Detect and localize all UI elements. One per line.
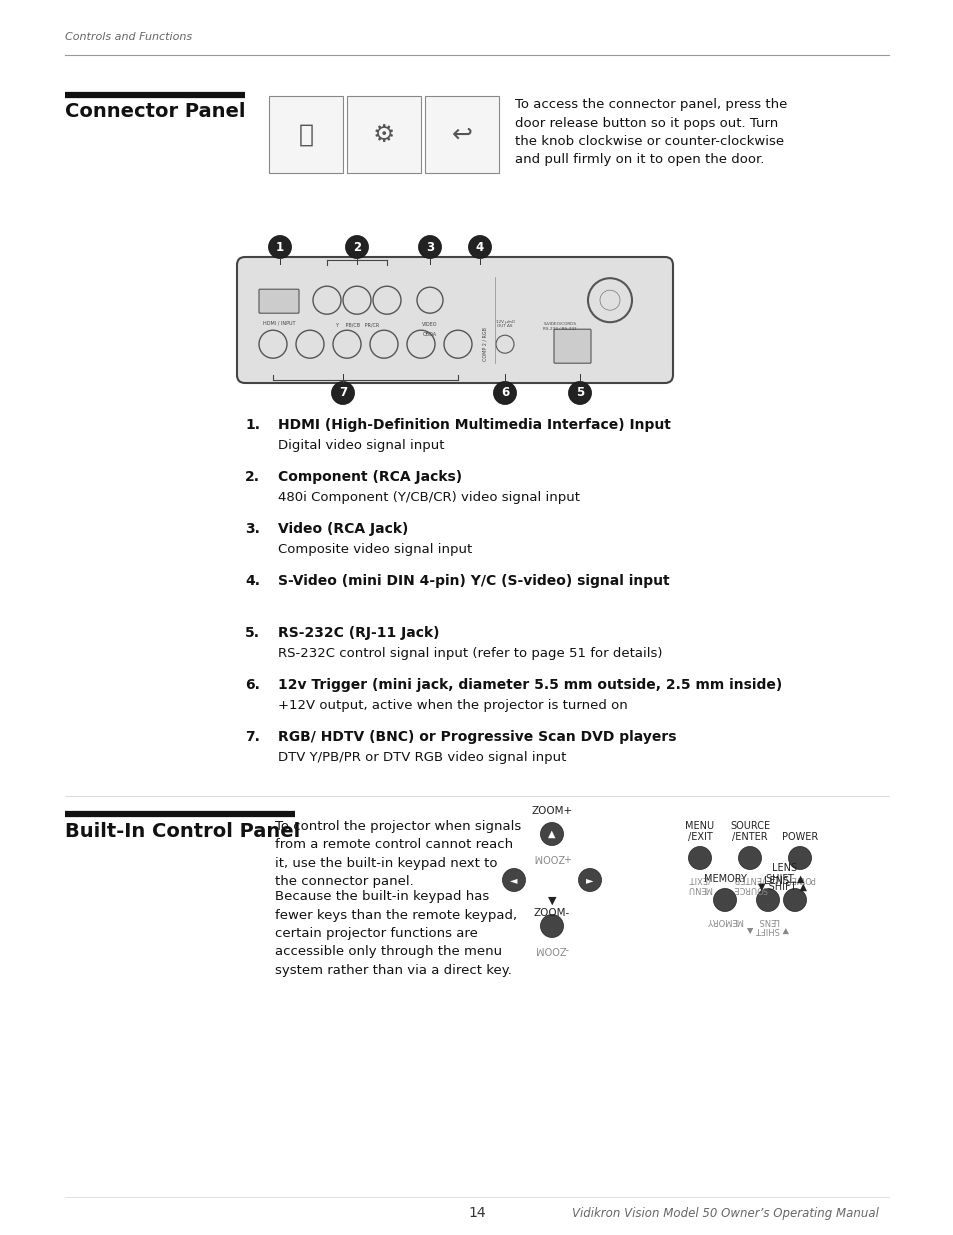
Text: 5: 5 [576,387,583,399]
Text: 3.: 3. [245,522,259,536]
FancyBboxPatch shape [236,257,672,383]
Text: VIDEO: VIDEO [422,322,437,327]
Text: 6: 6 [500,387,509,399]
Circle shape [568,382,591,405]
Text: To control the projector when signals
from a remote control cannot reach
it, use: To control the projector when signals fr… [274,820,520,888]
Text: 5.: 5. [245,626,260,640]
Text: Built-In Control Panel: Built-In Control Panel [65,823,300,841]
Text: 2: 2 [353,241,360,253]
Text: ▼: ▼ [547,897,556,906]
Text: ZOOM+: ZOOM+ [531,806,572,816]
Circle shape [418,236,441,258]
Text: ✋: ✋ [298,122,314,147]
Text: 7: 7 [338,387,347,399]
Text: Controls and Functions: Controls and Functions [65,32,192,42]
Text: 4: 4 [476,241,483,253]
Text: RS-232C control signal input (refer to page 51 for details): RS-232C control signal input (refer to p… [277,647,661,661]
Text: SOURCE
/ENTER: SOURCE /ENTER [732,874,766,893]
Text: COMP 2 / RGB: COMP 2 / RGB [482,327,487,361]
Text: Digital video signal input: Digital video signal input [277,440,444,452]
Text: Connector Panel: Connector Panel [65,103,245,121]
Text: Because the built-in keypad has
fewer keys than the remote keypad,
certain proje: Because the built-in keypad has fewer ke… [274,890,517,977]
Text: 1: 1 [275,241,284,253]
Circle shape [788,846,811,869]
Circle shape [756,888,779,911]
Circle shape [345,236,368,258]
Text: HDMI (High-Definition Multimedia Interface) Input: HDMI (High-Definition Multimedia Interfa… [277,417,670,432]
Text: ▼ SHIFT ▲
LENS: ▼ SHIFT ▲ LENS [746,916,788,935]
Text: ↩: ↩ [451,122,472,147]
Text: MENU
/EXIT: MENU /EXIT [687,874,712,893]
Text: OBDA: OBDA [422,332,436,337]
Text: ZOOM-: ZOOM- [534,908,570,918]
FancyBboxPatch shape [424,96,498,173]
Text: MENU
/EXIT: MENU /EXIT [684,821,714,842]
Text: 1.: 1. [245,417,260,432]
Text: LENS
SHIFT ▲: LENS SHIFT ▲ [765,863,803,884]
Text: MEMORY: MEMORY [706,916,742,925]
Text: RGB/ HDTV (BNC) or Progressive Scan DVD players: RGB/ HDTV (BNC) or Progressive Scan DVD … [277,730,676,743]
Text: 12V μ/πO
OUT ΔS: 12V μ/πO OUT ΔS [495,320,514,329]
FancyBboxPatch shape [269,96,343,173]
Text: Component (RCA Jacks): Component (RCA Jacks) [277,471,461,484]
Text: 480i Component (Y/CB/CR) video signal input: 480i Component (Y/CB/CR) video signal in… [277,492,579,505]
Text: 7.: 7. [245,730,259,743]
Circle shape [468,236,491,258]
Text: 4.: 4. [245,574,260,588]
Circle shape [540,914,563,937]
Text: ◄: ◄ [510,876,517,885]
Text: S-VIDEO/CORDS
RS-232 / RS-232: S-VIDEO/CORDS RS-232 / RS-232 [542,322,577,331]
Circle shape [738,846,760,869]
Text: RS-232C (RJ-11 Jack): RS-232C (RJ-11 Jack) [277,626,439,640]
Text: POWER: POWER [781,832,818,842]
Circle shape [268,236,292,258]
Text: ▲: ▲ [548,829,556,839]
Circle shape [502,868,525,892]
Text: Composite video signal input: Composite video signal input [277,543,472,557]
Text: 6.: 6. [245,678,259,692]
Text: SOURCE
/ENTER: SOURCE /ENTER [729,821,769,842]
Text: Y     PB/CB   PR/CR: Y PB/CB PR/CR [335,322,378,327]
Text: S-Video (mini DIN 4-pin) Y/C (S-video) signal input: S-Video (mini DIN 4-pin) Y/C (S-video) s… [277,574,669,588]
Circle shape [493,382,516,405]
Text: POWER: POWER [783,874,815,883]
Text: ►: ► [586,876,593,885]
Text: 12v Trigger (mini jack, diameter 5.5 mm outside, 2.5 mm inside): 12v Trigger (mini jack, diameter 5.5 mm … [277,678,781,692]
Text: To access the connector panel, press the
door release button so it pops out. Tur: To access the connector panel, press the… [515,98,786,167]
Text: HDMI / INPUT: HDMI / INPUT [262,320,294,325]
Circle shape [578,868,601,892]
Text: MEMORY: MEMORY [702,874,745,884]
Circle shape [540,823,563,846]
FancyBboxPatch shape [347,96,420,173]
Circle shape [782,888,805,911]
Text: 2.: 2. [245,471,260,484]
Text: Vidikron Vision Model 50 Owner’s Operating Manual: Vidikron Vision Model 50 Owner’s Operati… [572,1207,879,1219]
Circle shape [688,846,711,869]
Text: ▼ SHIFT ▲: ▼ SHIFT ▲ [758,882,806,892]
Text: +12V output, active when the projector is turned on: +12V output, active when the projector i… [277,699,627,713]
Text: 14: 14 [468,1207,485,1220]
Circle shape [713,888,736,911]
Text: Video (RCA Jack): Video (RCA Jack) [277,522,408,536]
Text: +ZOOM: +ZOOM [533,852,571,862]
FancyBboxPatch shape [554,330,590,363]
Text: DTV Y/PB/PR or DTV RGB video signal input: DTV Y/PB/PR or DTV RGB video signal inpu… [277,752,566,764]
Text: ⚙: ⚙ [373,122,395,147]
Text: -ZOOM: -ZOOM [535,944,568,953]
Text: 3: 3 [425,241,434,253]
Text: LENS: LENS [763,876,789,885]
Circle shape [331,382,355,405]
FancyBboxPatch shape [258,289,298,314]
